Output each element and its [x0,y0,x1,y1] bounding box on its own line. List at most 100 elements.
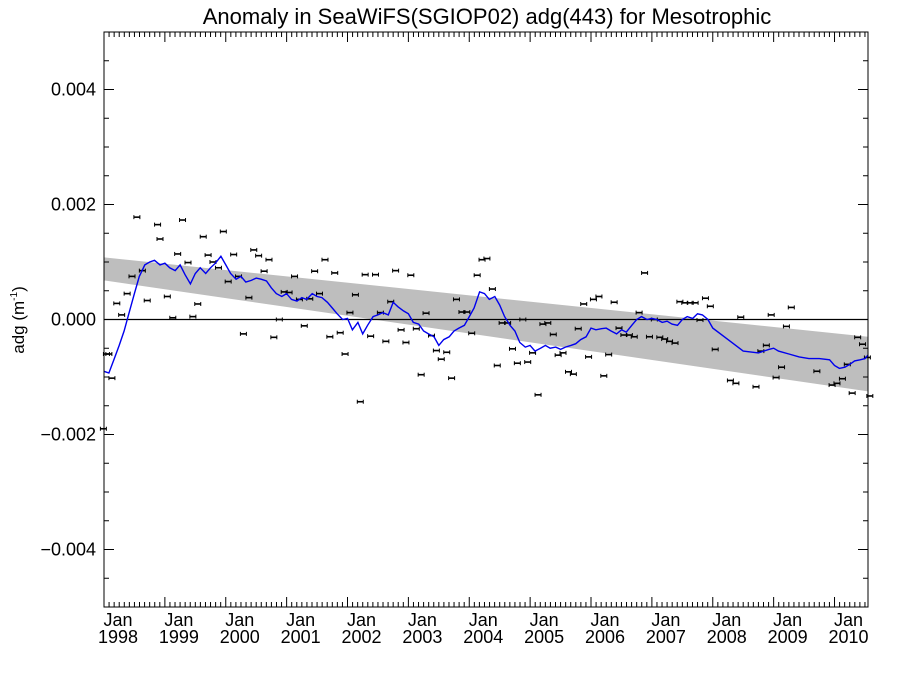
data-point [133,215,141,220]
data-point [671,341,679,346]
data-point [701,296,709,301]
data-point [118,312,126,317]
x-axis: Jan1998Jan1999Jan2000Jan2001Jan2002Jan20… [98,32,869,647]
data-point [402,340,410,345]
data-point [726,378,734,383]
data-point [711,347,719,352]
data-point [367,334,375,339]
data-point [468,331,476,336]
data-point [787,305,795,310]
x-tick-month: Jan [347,610,376,630]
data-point [356,399,364,404]
data-point [737,315,745,320]
data-point [767,312,775,317]
data-point [661,337,669,342]
data-point [372,272,380,277]
data-point [580,301,588,306]
x-tick-month: Jan [164,610,193,630]
trend-band-layer [104,257,868,392]
data-point [245,295,253,300]
data-point [154,222,162,227]
x-tick-month: Jan [286,610,315,630]
data-point [508,346,516,351]
y-axis-label-exponent: -1 [9,291,20,300]
data-point [422,311,430,316]
data-point [564,369,572,374]
data-point [260,269,268,274]
data-point [105,352,113,356]
data-point [331,270,339,275]
x-tick-month: Jan [834,610,863,630]
x-tick-year: 1998 [98,627,138,647]
data-point [732,381,740,386]
data-point [569,372,577,377]
data-point [321,257,329,262]
plot-area [99,31,874,608]
trend-band [104,257,868,392]
data-point [250,247,258,252]
data-point [641,270,649,275]
y-tick-label: 0.002 [51,195,96,215]
smoothed-line-layer [103,255,869,374]
data-point [179,218,187,223]
x-tick-year: 2003 [402,627,442,647]
data-point [316,291,324,296]
y-axis-label: adg (m-1) [9,286,28,354]
data-point [782,324,790,329]
data-point [230,252,238,257]
anomaly-points-layer [99,215,874,431]
data-point [706,304,714,309]
data-point [452,297,460,302]
data-point [163,294,171,299]
data-point [473,273,481,278]
data-point [311,269,319,274]
data-point [291,274,299,279]
data-point [696,318,704,323]
x-tick-month: Jan [408,610,437,630]
data-point [838,376,846,381]
data-point [382,339,390,344]
data-point [326,334,334,339]
data-point [504,320,512,325]
data-point [361,272,369,277]
data-point [519,317,527,322]
data-point [108,376,116,381]
x-tick-year: 2002 [341,627,381,647]
data-point [574,326,582,331]
data-point [341,352,349,356]
data-point [204,253,212,258]
data-point [199,234,207,239]
y-tick-label: −0.004 [40,540,96,560]
y-tick-label: −0.002 [40,425,96,445]
x-tick-year: 2000 [220,627,260,647]
data-point [169,315,177,320]
x-tick-year: 2008 [707,627,747,647]
data-point [336,330,344,335]
data-point [589,297,597,302]
data-point [392,268,400,273]
x-tick-month: Jan [530,610,559,630]
x-tick-year: 2009 [768,627,808,647]
data-point [351,292,359,297]
data-point [848,391,856,396]
y-tick-label: 0.004 [51,80,96,100]
data-point [113,301,121,306]
data-point [143,298,151,303]
y-tick-label: 0.000 [51,310,96,330]
data-point [224,279,232,284]
data-point [214,265,222,270]
data-point [194,301,202,306]
data-point [534,392,542,397]
x-tick-month: Jan [225,610,254,630]
data-point [432,348,440,353]
data-point [437,357,445,362]
data-point [255,253,263,258]
data-point [559,350,567,355]
data-point [239,331,247,336]
data-point [99,426,107,431]
data-point [630,334,638,339]
chart-title: Anomaly in SeaWiFS(SGIOP02) adg(443) for… [203,4,772,29]
data-point [174,251,182,256]
data-point [778,365,786,370]
data-point [549,332,557,337]
